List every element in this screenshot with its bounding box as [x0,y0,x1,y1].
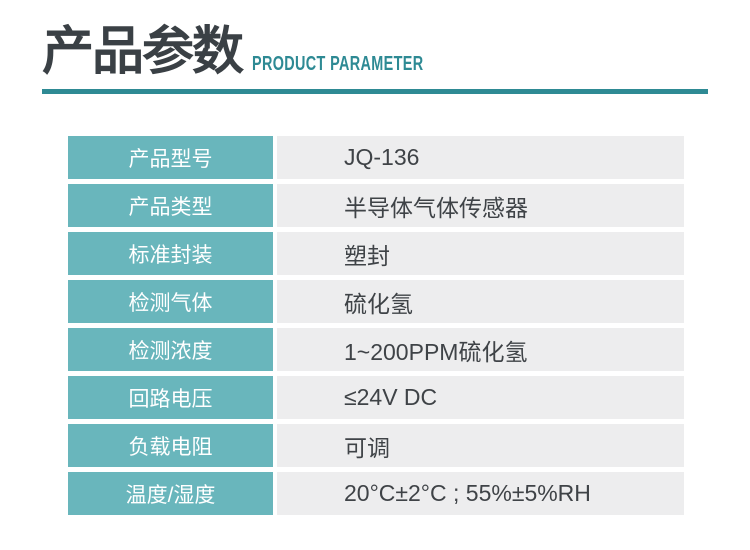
param-label: 温度/湿度 [68,472,273,515]
table-row: 标准封装 塑封 [68,232,684,275]
section-header: 产品参数 PRODUCT PARAMETER [42,24,708,95]
page-title: 产品参数 [42,23,244,81]
table-row: 负载电阻 可调 [68,424,684,467]
param-value: 半导体气体传感器 [277,184,684,227]
param-value: 可调 [277,424,684,467]
param-label: 产品型号 [68,136,273,179]
param-value: ≤24V DC [277,376,684,419]
param-value: 硫化氢 [277,280,684,323]
param-label: 回路电压 [68,376,273,419]
param-label: 产品类型 [68,184,273,227]
param-label: 检测气体 [68,280,273,323]
param-label: 检测浓度 [68,328,273,371]
param-value: 塑封 [277,232,684,275]
table-row: 回路电压 ≤24V DC [68,376,684,419]
title-line: 产品参数 PRODUCT PARAMETER [42,24,708,80]
teal-divider [42,89,708,95]
spec-table: 产品型号 JQ-136 产品类型 半导体气体传感器 标准封装 塑封 检测气体 硫… [68,136,684,520]
table-row: 温度/湿度 20°C±2°C ; 55%±5%RH [68,472,684,515]
param-label: 负载电阻 [68,424,273,467]
table-row: 产品类型 半导体气体传感器 [68,184,684,227]
param-value: JQ-136 [277,136,684,179]
page-subtitle: PRODUCT PARAMETER [252,53,424,76]
param-value: 1~200PPM硫化氢 [277,328,684,371]
param-label: 标准封装 [68,232,273,275]
table-row: 检测浓度 1~200PPM硫化氢 [68,328,684,371]
table-row: 产品型号 JQ-136 [68,136,684,179]
table-row: 检测气体 硫化氢 [68,280,684,323]
param-value: 20°C±2°C ; 55%±5%RH [277,472,684,515]
